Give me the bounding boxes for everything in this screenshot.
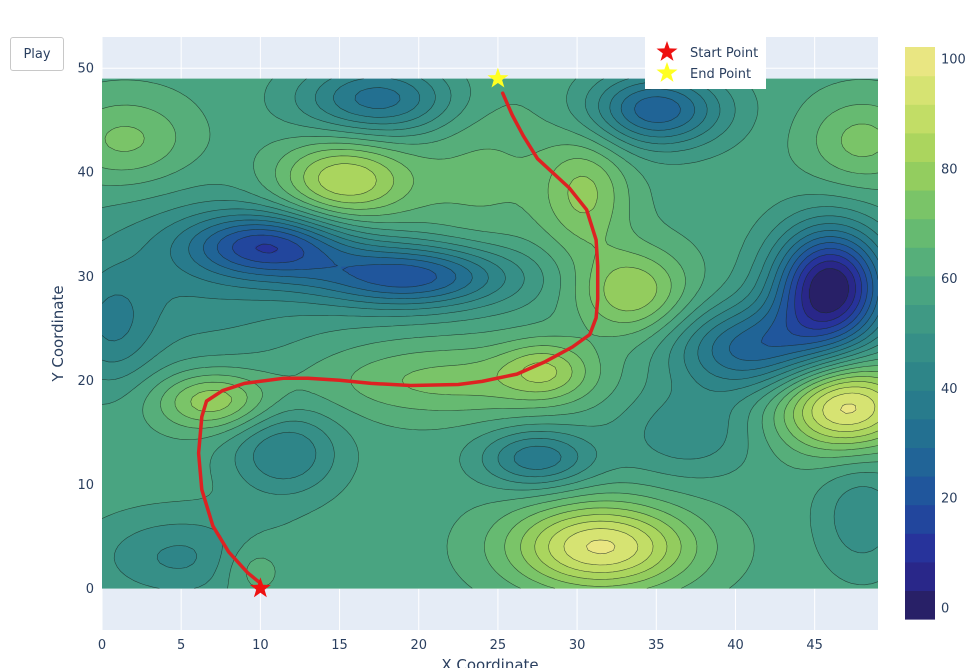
start-point-marker <box>249 577 271 598</box>
colorbar: 0 20 40 60 80 100 <box>905 47 966 620</box>
legend-end-icon <box>656 62 678 82</box>
y-tick-label: 20 <box>77 374 94 389</box>
colorbar-tick-label: 80 <box>941 162 958 177</box>
contour-lines <box>102 78 878 589</box>
colorbar-band <box>905 47 935 77</box>
contour-line <box>102 78 878 589</box>
colorbar-band <box>905 247 935 277</box>
colorbar-band <box>905 190 935 220</box>
x-tick-label: 15 <box>331 638 348 653</box>
colorbar-band <box>905 447 935 477</box>
contour-line <box>809 268 849 314</box>
contour-line <box>203 96 878 361</box>
y-tick-label: 10 <box>77 478 94 493</box>
play-button[interactable]: Play <box>10 37 64 71</box>
colorbar-tick-label: 20 <box>941 492 958 507</box>
contour-surface <box>102 78 878 589</box>
contour-line <box>102 78 878 589</box>
x-tick-label: 10 <box>252 638 269 653</box>
colorbar-band <box>905 275 935 305</box>
legend-items: Start Point End Point <box>656 41 758 82</box>
colorbar-band <box>905 132 935 162</box>
x-tick-label: 45 <box>806 638 823 653</box>
colorbar-band <box>905 104 935 134</box>
colorbar-band <box>905 504 935 534</box>
legend-start-icon <box>656 41 678 61</box>
colorbar-band <box>905 418 935 448</box>
contour-line <box>102 104 878 589</box>
colorbar-band <box>905 361 935 391</box>
contour-line <box>318 163 878 580</box>
x-axis-label: X Coordinate <box>441 656 538 668</box>
x-axis-ticks: 0 5 10 15 20 25 30 35 40 45 <box>98 638 823 653</box>
legend-background <box>645 37 766 89</box>
x-tick-label: 20 <box>410 638 427 653</box>
colorbar-band <box>905 476 935 506</box>
contour-line <box>232 234 868 337</box>
colorbar-band <box>905 333 935 363</box>
contour-line <box>216 229 874 347</box>
end-point-marker <box>487 67 509 88</box>
colorbar-band <box>905 161 935 191</box>
x-tick-label: 35 <box>648 638 665 653</box>
colorbar-tick-label: 40 <box>941 382 958 397</box>
colorbar-band <box>905 75 935 105</box>
path-line <box>196 91 600 585</box>
contour-line <box>548 386 878 573</box>
y-axis-ticks: 0 10 20 30 40 50 <box>77 62 94 597</box>
y-tick-label: 30 <box>77 270 94 285</box>
y-tick-label: 50 <box>77 62 94 77</box>
colorbar-band <box>905 590 935 620</box>
contour-line <box>801 260 856 322</box>
contour-line <box>563 392 876 566</box>
colorbar-band <box>905 533 935 563</box>
contour-line <box>102 78 878 470</box>
x-tick-label: 5 <box>177 638 185 653</box>
y-tick-label: 0 <box>86 582 94 597</box>
x-tick-label: 0 <box>98 638 106 653</box>
colorbar-tick-label: 100 <box>941 53 966 68</box>
y-tick-label: 40 <box>77 166 94 181</box>
contour-line <box>104 123 878 589</box>
contour-line <box>102 78 878 569</box>
x-tick-label: 40 <box>727 638 744 653</box>
contour-line <box>255 243 862 330</box>
legend-label: Start Point <box>690 46 758 61</box>
x-tick-label: 25 <box>490 638 507 653</box>
legend[interactable]: Start Point End Point <box>645 37 766 89</box>
colorbar-band <box>905 218 935 248</box>
colorbar-tick-label: 0 <box>941 602 949 617</box>
colorbar-tick-label: 60 <box>941 272 958 287</box>
path-layer <box>196 67 600 598</box>
colorbar-band <box>905 561 935 591</box>
contour-line <box>586 403 857 555</box>
contour-line <box>190 155 878 587</box>
colorbar-band <box>905 304 935 334</box>
contour-line <box>188 87 878 371</box>
colorbar-band <box>905 390 935 420</box>
y-axis-label: Y Coordinate <box>49 285 67 382</box>
legend-label: End Point <box>690 67 751 82</box>
x-tick-label: 30 <box>569 638 586 653</box>
